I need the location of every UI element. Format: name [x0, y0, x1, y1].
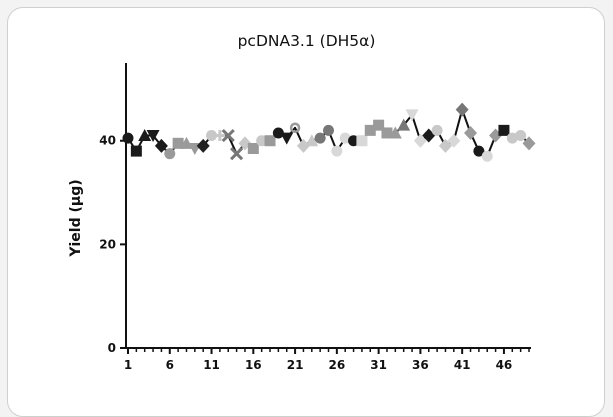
- x-tick-label: 11: [203, 358, 220, 372]
- data-point: [272, 127, 284, 139]
- data-point: [447, 133, 461, 148]
- data-point: [373, 119, 385, 131]
- x-tick-label: 41: [454, 358, 471, 372]
- data-point: [522, 136, 536, 151]
- chart-title: pcDNA3.1 (DH5α): [237, 32, 376, 50]
- data-point: [289, 122, 301, 134]
- y-tick-label: 40: [99, 134, 116, 148]
- data-point: [397, 118, 411, 131]
- data-point: [473, 145, 485, 157]
- data-point: [364, 124, 376, 136]
- data-point: [356, 135, 368, 147]
- data-point: [179, 136, 193, 149]
- data-point: [305, 134, 319, 147]
- data-point: [339, 132, 351, 144]
- data-point: [348, 135, 360, 147]
- data-point: [481, 150, 493, 162]
- data-point: [230, 147, 244, 161]
- data-point: [196, 138, 210, 153]
- data-point: [413, 133, 427, 148]
- y-axis-label: Yield (μg): [68, 179, 84, 257]
- data-point: [296, 138, 310, 153]
- data-point: [381, 127, 393, 139]
- x-tick-label: 31: [370, 358, 387, 372]
- data-point: [455, 102, 469, 117]
- x-tick-label: 36: [412, 358, 429, 372]
- x-tick-label: 21: [287, 358, 304, 372]
- data-point: [498, 124, 510, 136]
- data-point: [405, 109, 419, 122]
- data-point: [214, 130, 226, 142]
- data-point: [206, 130, 218, 142]
- data-point: [146, 130, 160, 143]
- x-tick-label: 6: [166, 358, 174, 372]
- data-point: [172, 137, 184, 149]
- x-tick-label: 26: [329, 358, 346, 372]
- data-point: [164, 148, 176, 160]
- data-point: [221, 128, 235, 143]
- data-point: [138, 129, 152, 142]
- data-point: [280, 132, 294, 145]
- data-point: [431, 124, 443, 136]
- data-point: [388, 126, 402, 139]
- x-tick-label: 1: [124, 358, 132, 372]
- data-point: [154, 138, 168, 153]
- data-point: [515, 130, 527, 142]
- x-tick-label: 46: [496, 358, 513, 372]
- y-tick-label: 0: [108, 341, 116, 355]
- data-point: [256, 135, 268, 147]
- y-tick-label: 20: [99, 237, 116, 251]
- data-point: [323, 124, 334, 136]
- data-point: [314, 132, 326, 144]
- data-point: [438, 138, 452, 153]
- data-point: [331, 145, 343, 157]
- data-point: [264, 135, 276, 147]
- x-tick-label: 16: [245, 358, 262, 372]
- data-point: [247, 143, 259, 154]
- data-point: [506, 132, 518, 144]
- data-point: [130, 145, 142, 157]
- data-point: [122, 132, 134, 144]
- data-point: [464, 125, 478, 140]
- markers: [122, 102, 536, 162]
